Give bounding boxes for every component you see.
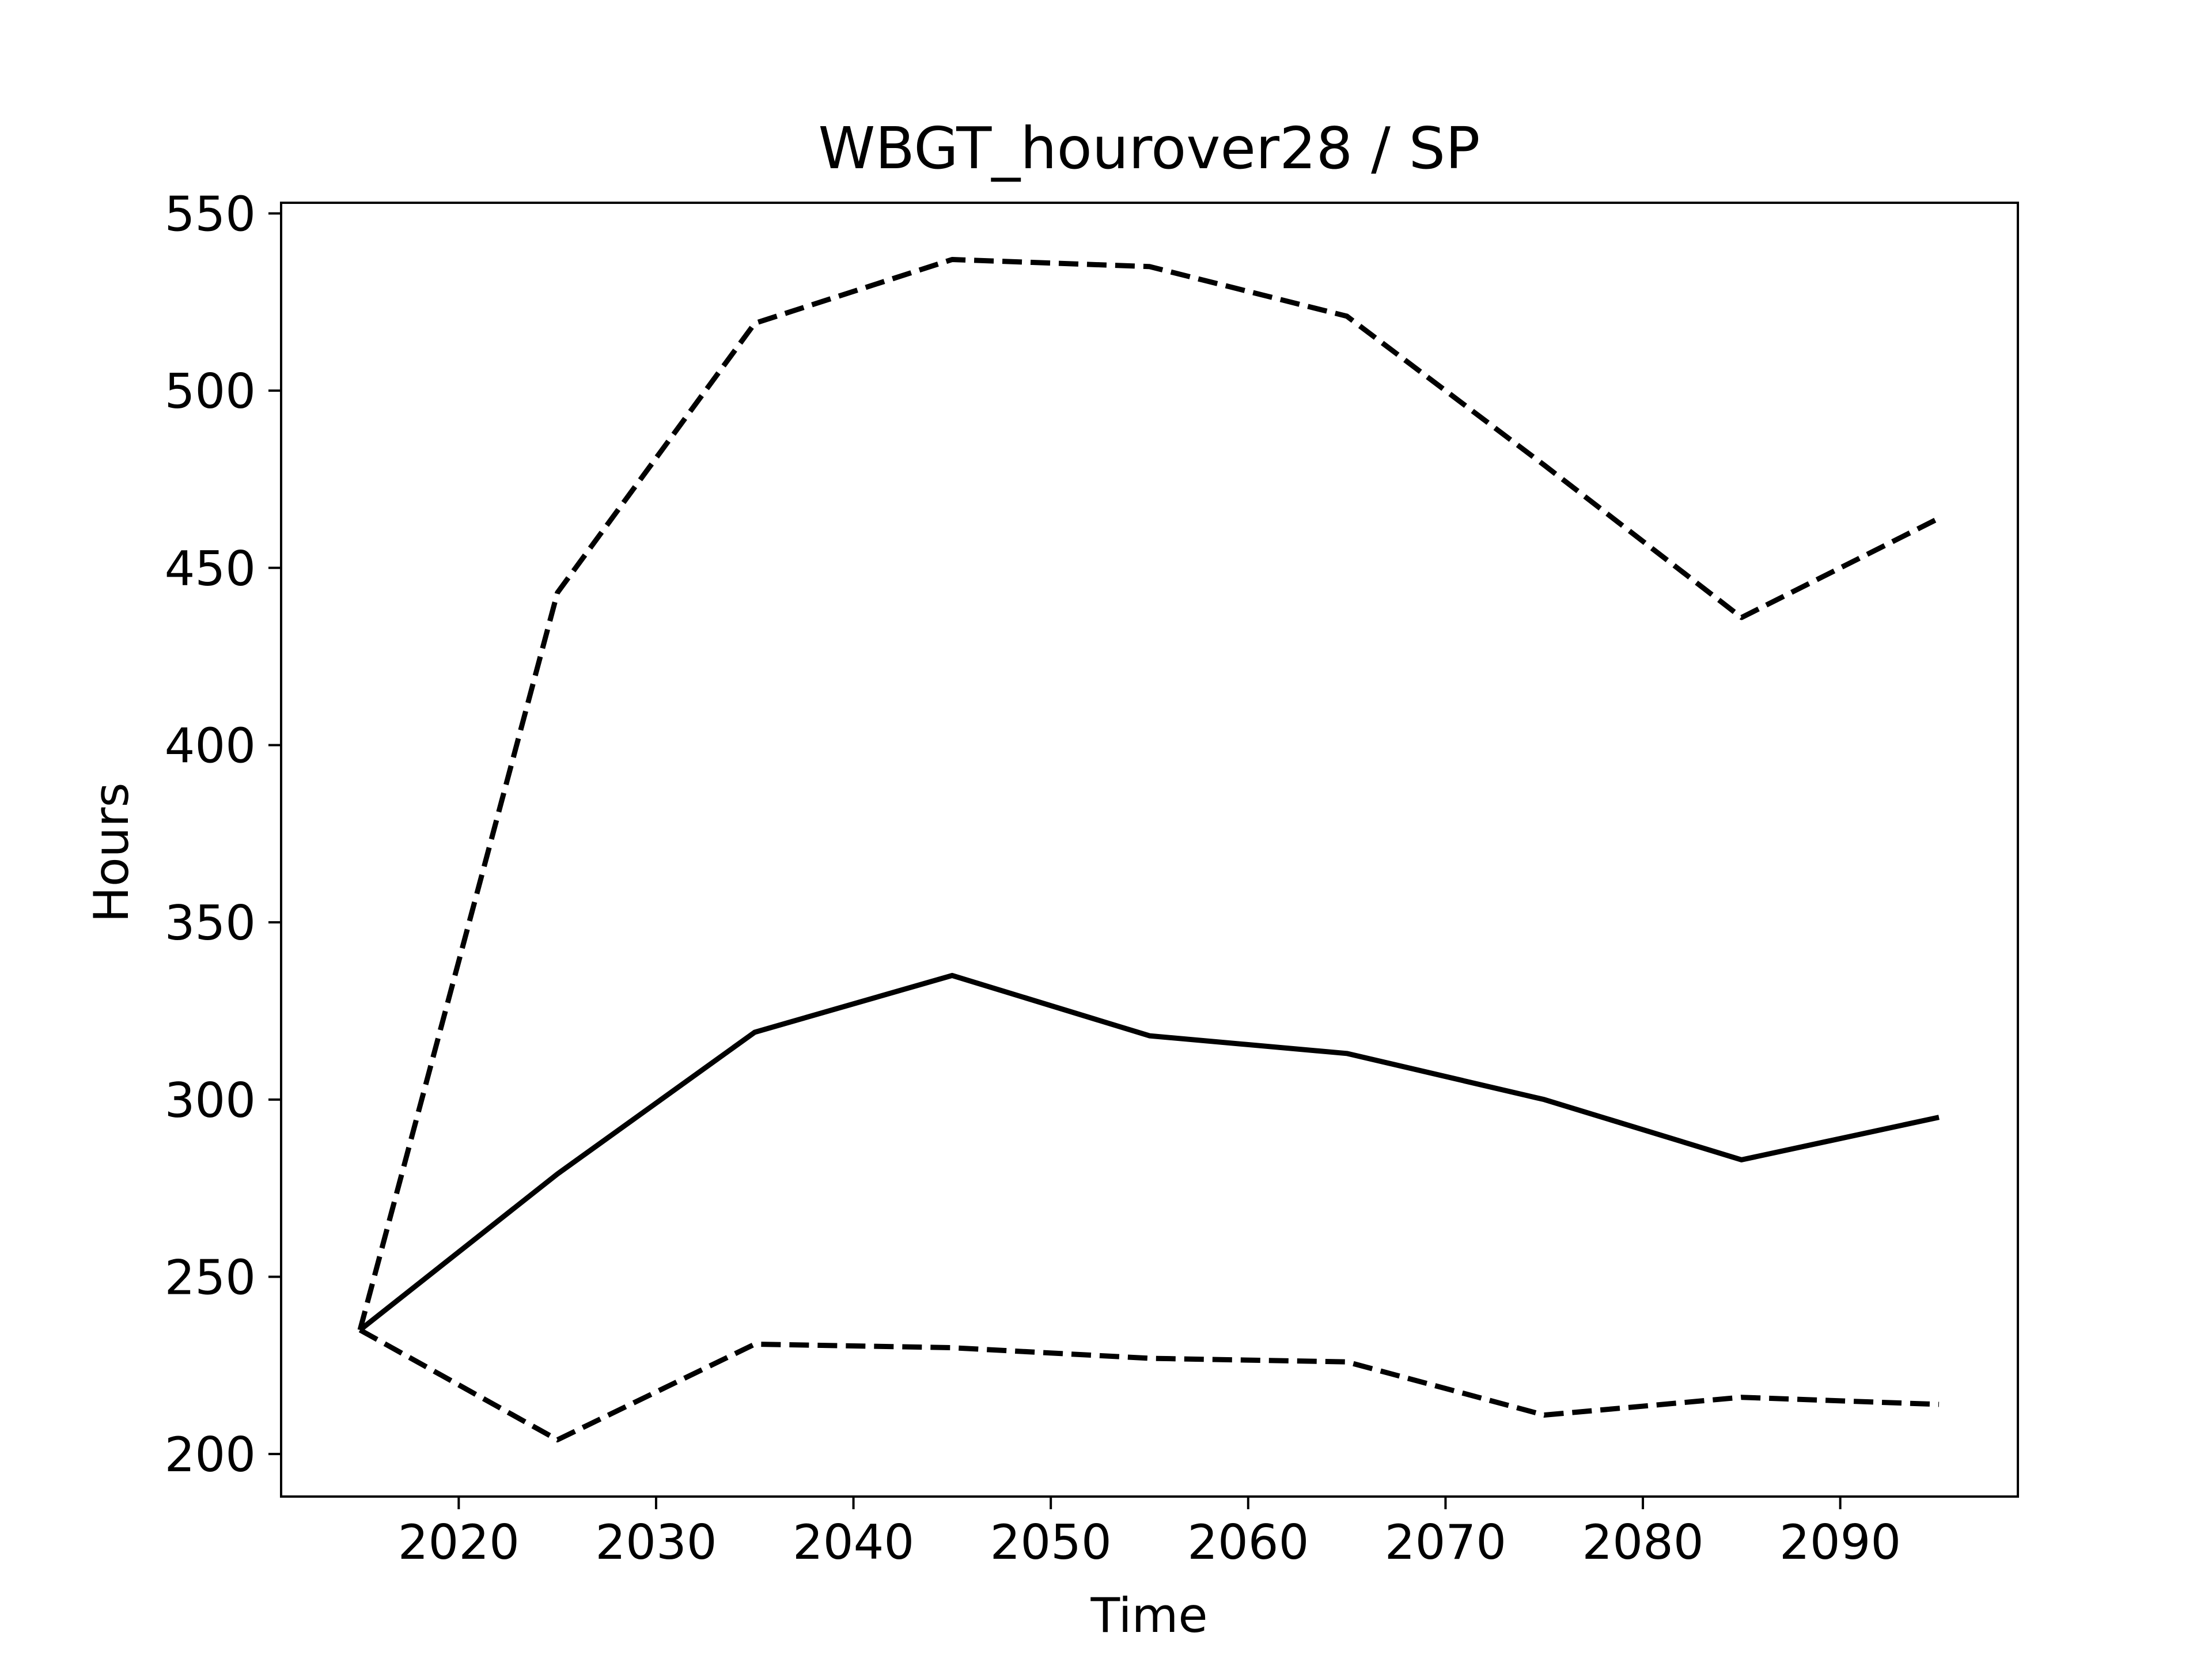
series-line-3 [358,1327,1940,1442]
x-tick-label: 2050 [990,1514,1112,1570]
y-tick-label: 350 [165,895,256,951]
y-axis-label: Hours [84,782,139,922]
y-axis: 200 250 300 350 400 450 500 550 [165,186,281,1483]
x-tick-label: 2030 [595,1514,717,1570]
series-line-1 [358,972,1940,1332]
y-tick-label: 400 [165,718,256,774]
chart-title: WBGT_hourover28 / SP [819,115,1480,182]
x-axis-label: Time [1090,1588,1207,1643]
y-tick-label: 200 [165,1427,256,1483]
x-tick-label: 2080 [1582,1514,1703,1570]
y-tick-label: 250 [165,1249,256,1305]
y-tick-label: 450 [165,541,256,597]
x-tick-label: 2040 [793,1514,914,1570]
series-line-2 [357,257,1941,1331]
x-tick-label: 2090 [1779,1514,1901,1570]
plot-area [357,257,1941,1442]
x-tick-label: 2060 [1187,1514,1309,1570]
y-tick-label: 500 [165,363,256,419]
y-tick-label: 550 [165,186,256,242]
x-tick-label: 2020 [398,1514,520,1570]
plot-frame [280,202,2019,1498]
x-tick-label: 2070 [1385,1514,1506,1570]
y-tick-label: 300 [165,1073,256,1128]
x-axis: 2020 2030 2040 2050 2060 2070 2080 2090 [398,1497,1901,1570]
